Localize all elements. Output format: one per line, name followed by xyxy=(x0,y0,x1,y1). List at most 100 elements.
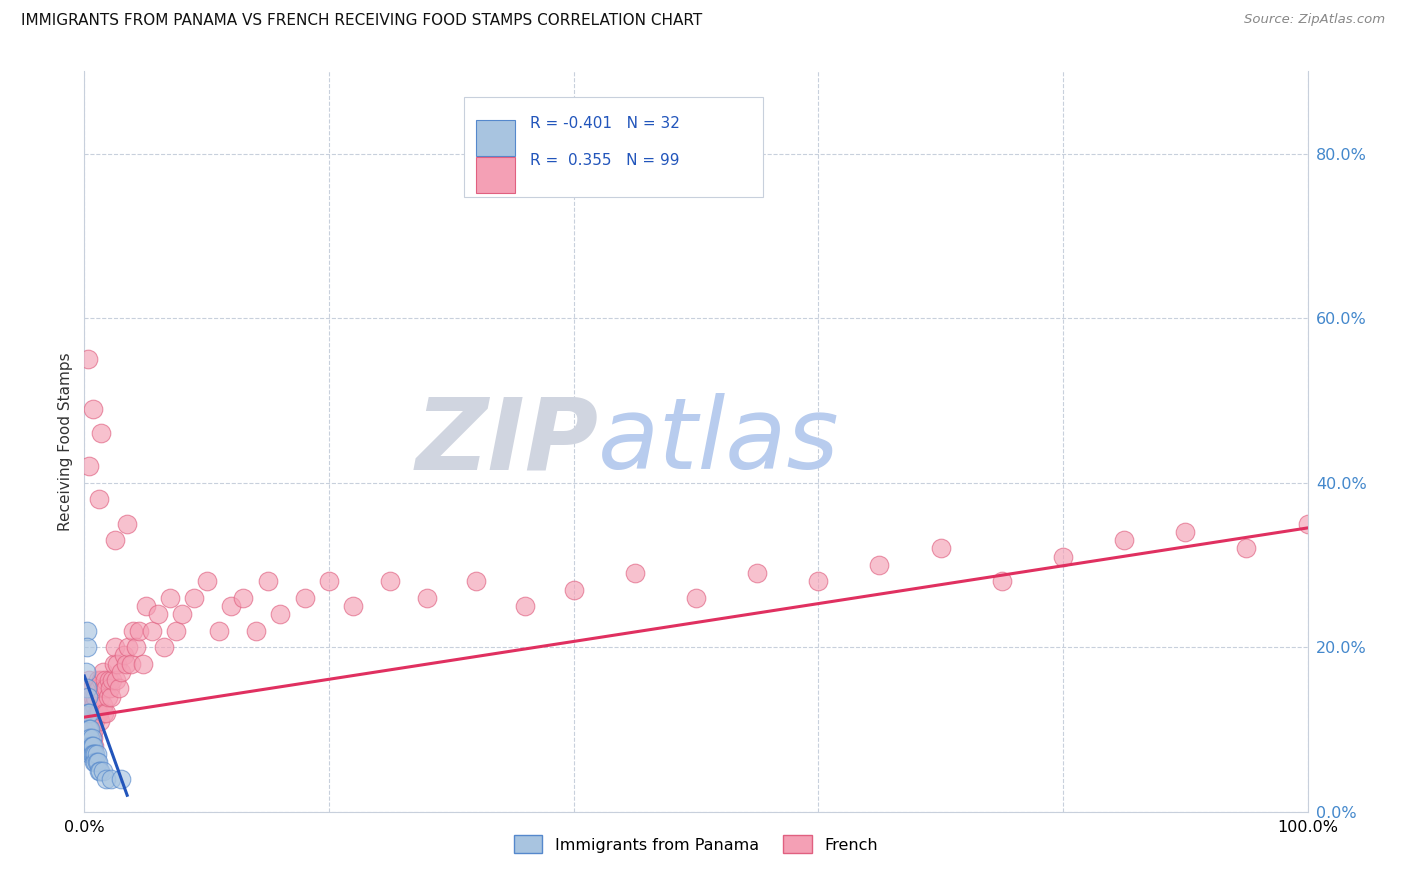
Text: atlas: atlas xyxy=(598,393,839,490)
Point xyxy=(1174,524,1197,539)
Point xyxy=(122,624,145,638)
Point xyxy=(105,673,128,687)
Point xyxy=(257,574,280,589)
Point xyxy=(91,698,114,712)
Point xyxy=(183,591,205,605)
Point xyxy=(89,714,111,729)
Point xyxy=(86,747,108,761)
Point xyxy=(84,714,107,729)
Point xyxy=(77,731,100,745)
Point xyxy=(83,739,105,753)
Point xyxy=(128,624,150,638)
Point xyxy=(1296,516,1319,531)
Point xyxy=(77,690,100,704)
Point xyxy=(77,352,100,367)
Point xyxy=(87,492,110,507)
Point xyxy=(562,582,585,597)
Point xyxy=(991,574,1014,589)
Point xyxy=(82,739,104,753)
Legend: Immigrants from Panama, French: Immigrants from Panama, French xyxy=(508,829,884,859)
Point xyxy=(94,673,117,687)
FancyBboxPatch shape xyxy=(475,120,515,156)
Point xyxy=(79,723,101,737)
Point xyxy=(82,731,104,745)
Point xyxy=(91,665,114,679)
Text: R = -0.401   N = 32: R = -0.401 N = 32 xyxy=(530,117,679,131)
Point xyxy=(90,673,112,687)
Text: ZIP: ZIP xyxy=(415,393,598,490)
Point xyxy=(77,723,100,737)
Point xyxy=(141,624,163,638)
Text: Source: ZipAtlas.com: Source: ZipAtlas.com xyxy=(1244,13,1385,27)
Point xyxy=(135,599,157,613)
Point xyxy=(89,764,111,778)
Point xyxy=(79,714,101,729)
Point xyxy=(318,574,340,589)
Point xyxy=(82,401,104,416)
Text: R =  0.355   N = 99: R = 0.355 N = 99 xyxy=(530,153,679,169)
Point xyxy=(87,764,110,778)
Point xyxy=(86,681,108,696)
Y-axis label: Receiving Food Stamps: Receiving Food Stamps xyxy=(58,352,73,531)
Point xyxy=(807,574,830,589)
Point xyxy=(294,591,316,605)
Point xyxy=(1236,541,1258,556)
Point xyxy=(76,624,98,638)
Point xyxy=(80,706,103,720)
Point xyxy=(159,591,181,605)
Point xyxy=(117,640,139,655)
Point xyxy=(245,624,267,638)
Point xyxy=(1052,549,1074,564)
Point xyxy=(82,714,104,729)
Point xyxy=(77,673,100,687)
Point xyxy=(76,681,98,696)
Point xyxy=(93,706,115,720)
Point xyxy=(83,698,105,712)
Point xyxy=(98,681,121,696)
Point xyxy=(87,756,110,770)
Point xyxy=(342,599,364,613)
FancyBboxPatch shape xyxy=(475,157,515,193)
Point xyxy=(380,574,402,589)
Point xyxy=(77,723,100,737)
Point xyxy=(87,706,110,720)
Point xyxy=(84,690,107,704)
Point xyxy=(82,747,104,761)
Point xyxy=(75,698,97,712)
FancyBboxPatch shape xyxy=(464,97,763,197)
Point xyxy=(104,640,127,655)
Point xyxy=(77,706,100,720)
Point xyxy=(77,459,100,474)
Point xyxy=(105,657,128,671)
Point xyxy=(79,747,101,761)
Point xyxy=(83,756,105,770)
Point xyxy=(232,591,254,605)
Point xyxy=(172,607,194,622)
Point xyxy=(80,731,103,745)
Point xyxy=(125,640,148,655)
Point xyxy=(96,772,118,786)
Point xyxy=(101,673,124,687)
Point xyxy=(79,739,101,753)
Point xyxy=(77,723,100,737)
Point xyxy=(80,747,103,761)
Point xyxy=(100,772,122,786)
Point xyxy=(869,558,891,572)
Point xyxy=(84,756,107,770)
Point xyxy=(79,731,101,745)
Point xyxy=(464,574,486,589)
Point xyxy=(219,599,242,613)
Point xyxy=(165,624,187,638)
Point xyxy=(153,640,176,655)
Point xyxy=(110,772,132,786)
Point xyxy=(77,690,100,704)
Point xyxy=(624,566,647,581)
Point xyxy=(110,665,132,679)
Point xyxy=(79,731,101,745)
Point xyxy=(103,657,125,671)
Point xyxy=(89,690,111,704)
Point xyxy=(416,591,439,605)
Point xyxy=(80,723,103,737)
Point xyxy=(80,739,103,753)
Point xyxy=(115,657,138,671)
